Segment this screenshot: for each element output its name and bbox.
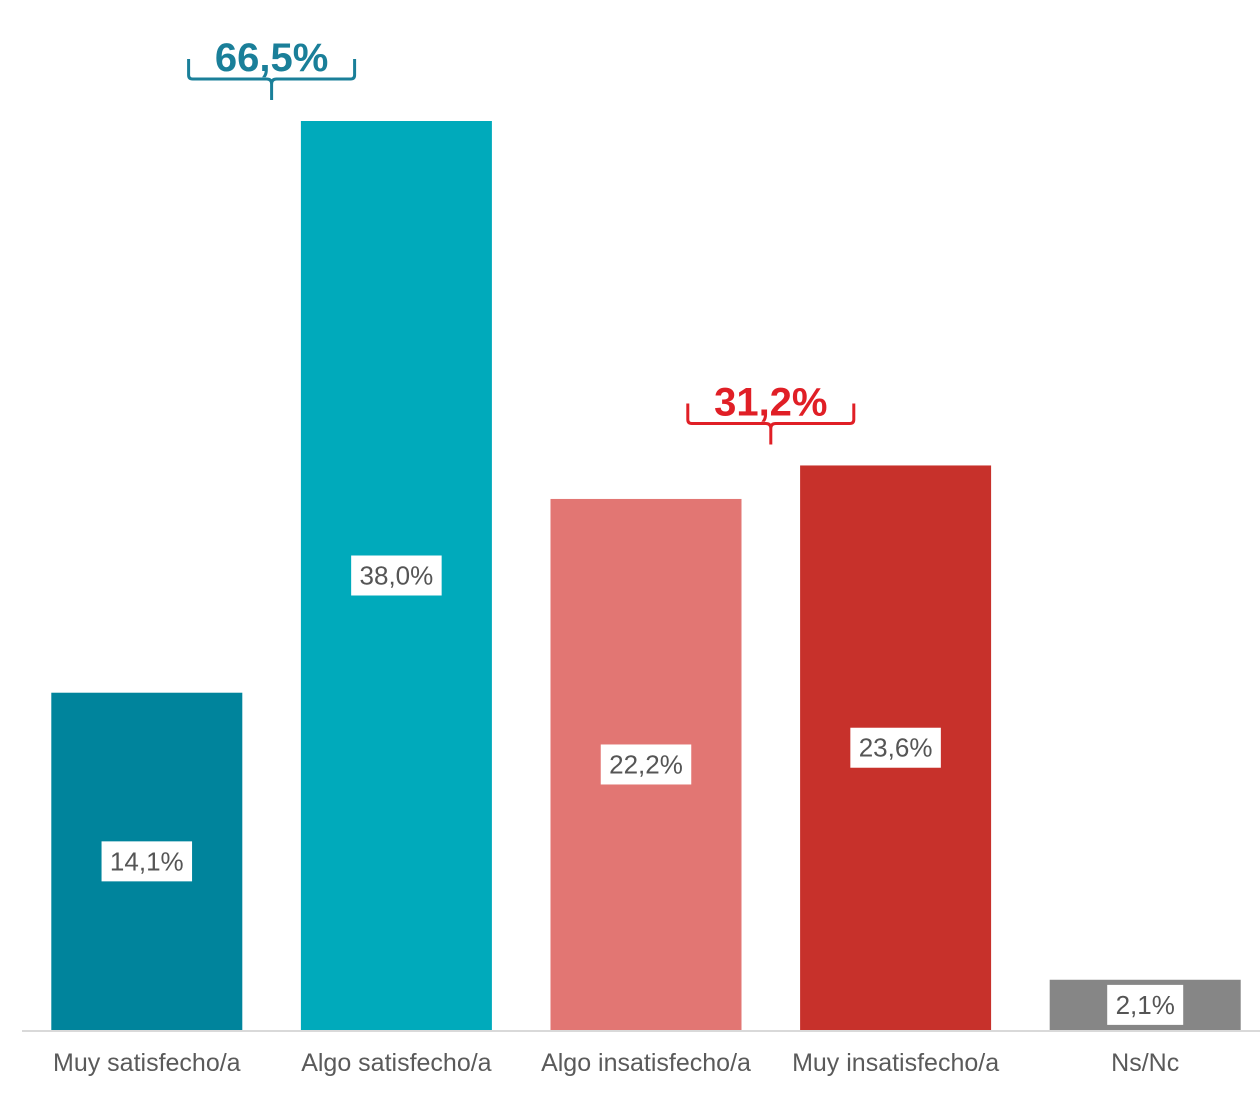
value-label-box-muy-insatisfecho-a (850, 727, 941, 768)
value-label-algo-insatisfecho-a: 22,2% (609, 749, 683, 779)
value-label-algo-satisfecho-a: 38,0% (360, 561, 434, 591)
group-2-brace (686, 403, 856, 445)
value-label-muy-satisfecho-a: 14,1% (110, 846, 184, 876)
category-label-muy-satisfecho-a: Muy satisfecho/a (53, 1049, 241, 1077)
category-label-algo-insatisfecho-a: Algo insatisfecho/a (541, 1049, 751, 1077)
bars-layer (51, 121, 1241, 1031)
value-label-box-muy-satisfecho-a (101, 841, 193, 882)
category-label-ns-nc: Ns/Nc (1111, 1049, 1179, 1077)
group-1-brace (187, 59, 357, 100)
category-labels-layer: Muy satisfecho/a Algo satisfecho/a Algo in… (53, 1049, 1179, 1077)
value-label-ns-nc: 2,1% (1116, 990, 1175, 1020)
category-label-algo-satisfecho-a: Algo satisfecho/a (301, 1049, 491, 1077)
value-label-box-ns-nc (1107, 984, 1184, 1025)
group-1-total-label: 66,5% (215, 36, 328, 80)
value-label-box-algo-satisfecho-a (351, 555, 442, 596)
group-annotations-layer: 66,5% 31,2% (187, 36, 856, 445)
group-2-total-label: 31,2% (714, 380, 827, 424)
value-label-muy-insatisfecho-a: 23,6% (859, 733, 933, 763)
value-labels-layer: 14,1% 38,0% 22,2% 23,6% 2,1% (101, 555, 1184, 1025)
category-label-muy-insatisfecho-a: Muy insatisfecho/a (792, 1049, 999, 1077)
value-label-box-algo-insatisfecho-a (600, 744, 692, 785)
